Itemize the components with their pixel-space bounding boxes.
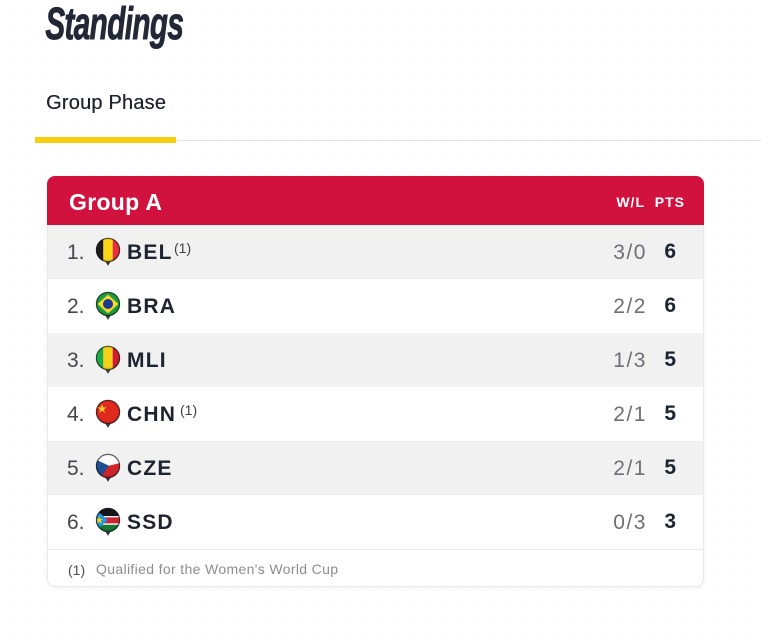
svg-text:Standings: Standings	[45, 2, 184, 50]
